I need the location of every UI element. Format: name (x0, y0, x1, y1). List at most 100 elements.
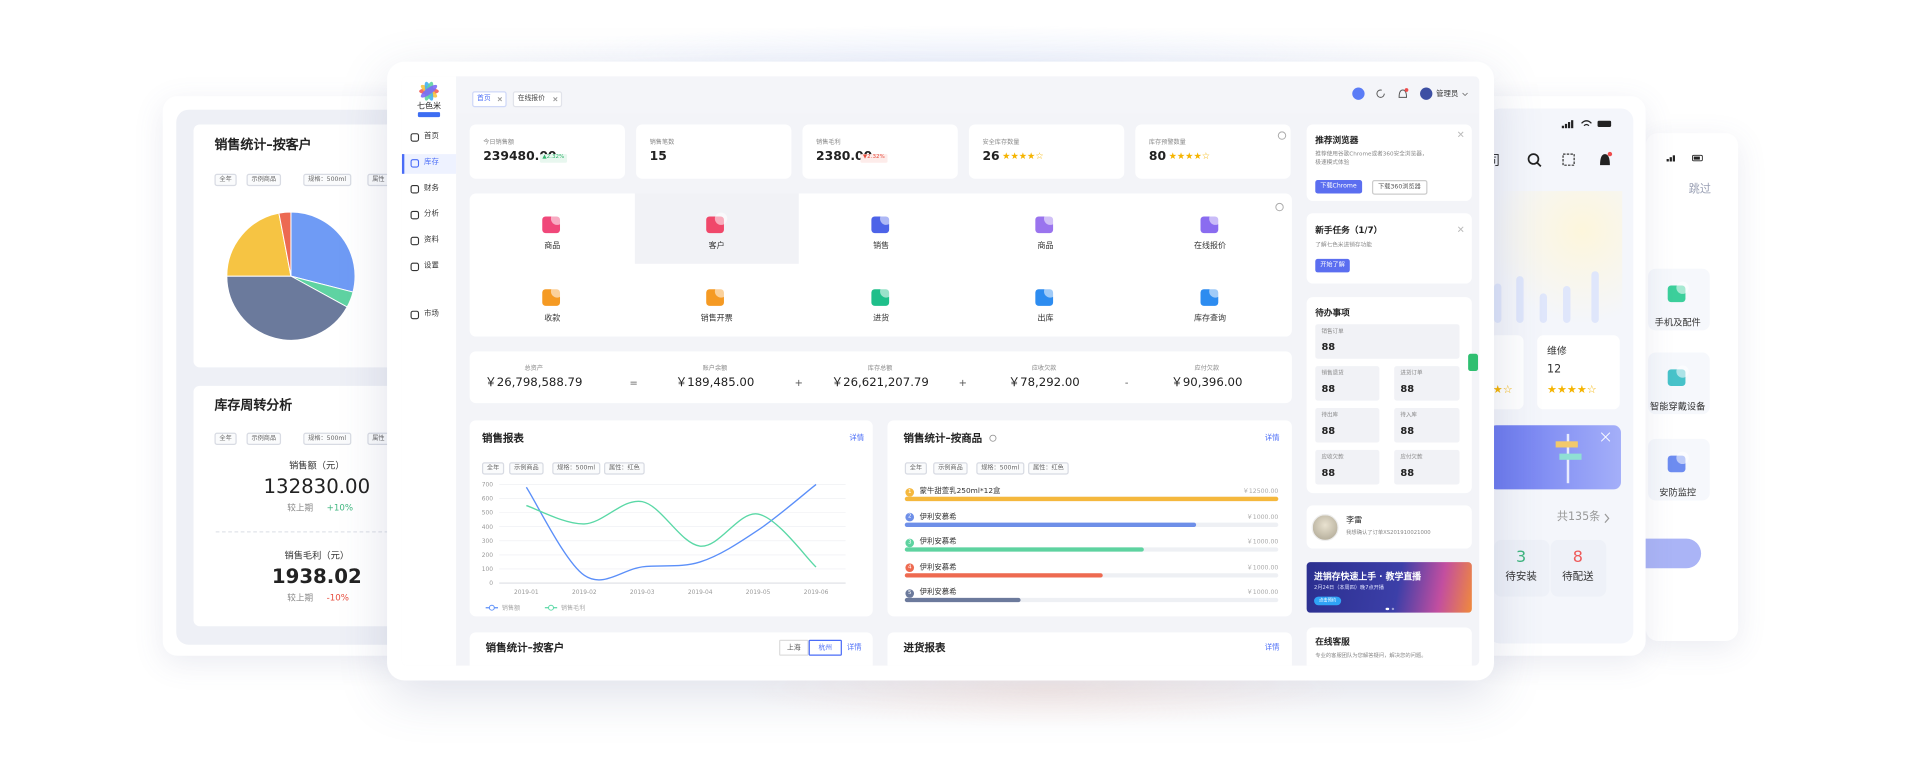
todo-cell[interactable] (1315, 366, 1380, 401)
sidebar-item[interactable]: 分析 (424, 209, 439, 219)
product-name: 伊利安慕希 (919, 512, 957, 521)
stat-card: 库存预警数量 80 ★★★★☆ (1135, 124, 1291, 179)
side-tag[interactable] (1468, 353, 1478, 372)
detail-link[interactable]: 详情 (1264, 643, 1280, 653)
shortcut-label[interactable]: 销售 (873, 240, 890, 251)
metric-compare: 较上期 (287, 502, 314, 513)
carousel-dot (1391, 607, 1395, 611)
detail-link[interactable]: 详情 (849, 433, 865, 443)
x-tick-label: 2019-05 (746, 590, 771, 596)
shortcut-label[interactable]: 商品 (544, 240, 561, 251)
secondary-button[interactable]: 下载360浏览器 (1371, 179, 1427, 195)
product-amount: ￥1000.00 (1246, 589, 1279, 598)
deco-bar (1516, 276, 1524, 323)
message-panel: 李雷 我想确认了订单XS201910021000 (1306, 505, 1472, 549)
status-icons (1561, 120, 1612, 129)
balance-panel: 总资产 ￥26,798,588.79 账户余额 ￥189,485.00 库存总额 ￥26,… (469, 351, 1292, 404)
tab[interactable] (472, 91, 507, 108)
live-banner[interactable]: 进销存快速上手 · 教学直播 2月24日（本周四）晚7点开播 点击预约 (1306, 562, 1472, 613)
signal-bar (1672, 155, 1675, 162)
icon-accent (1044, 285, 1057, 298)
line-series (526, 500, 817, 568)
sidebar-icon-glyph (410, 210, 420, 219)
task-count: 3 (1516, 548, 1527, 568)
todo-cell[interactable] (1394, 366, 1460, 401)
stat-label: 销售笔数 (649, 139, 675, 147)
progress-bar (904, 598, 1021, 603)
shortcut-label[interactable]: 销售开票 (700, 313, 733, 323)
icon (1200, 285, 1222, 306)
shortcut-label[interactable]: 进货 (873, 313, 890, 323)
balance-operator: = (629, 377, 638, 389)
settings-icon (1275, 202, 1284, 212)
balance-label: 账户余额 (702, 364, 728, 373)
logo-badge (417, 112, 441, 118)
qr-icon (1562, 153, 1575, 166)
panel-desc: 专业的客服团队为您解答疑问，解决您的问题。 (1315, 653, 1427, 660)
wifi (1581, 120, 1592, 127)
sidebar-item[interactable]: 资料 (424, 235, 439, 245)
stat-stars: ★★★★☆ (1168, 150, 1211, 162)
chevron-glyph (1604, 513, 1610, 524)
banner-button[interactable]: 点击预约 (1314, 596, 1342, 605)
icon-accent (715, 212, 728, 225)
todo-cell[interactable] (1315, 324, 1460, 359)
todo-label: 销售退货 (1321, 371, 1344, 378)
todo-value: 88 (1400, 383, 1415, 395)
shortcut-label[interactable]: 在线报价 (1193, 240, 1227, 251)
icon-accent (1208, 285, 1222, 298)
icon-accent (879, 212, 893, 225)
skip-button[interactable]: 跳过 (1688, 183, 1711, 196)
todo-cell[interactable] (1394, 408, 1460, 443)
sidebar-icon (410, 236, 420, 245)
stat-card: 今日销售额 239480.00 ▲2.32% (469, 124, 625, 179)
todo-cell[interactable] (1315, 449, 1380, 485)
main-window: 七色米 首页 库存 财务 分析 资料 设置 市场 首页 在线报价 管理员 今日销售额 239480.00… (387, 61, 1495, 681)
line-series (525, 483, 817, 581)
app: 七色米 首页 库存 财务 分析 资料 设置 市场 首页 在线报价 管理员 今日销售额 239480.00… (401, 76, 1480, 666)
rank-badge: 4 (905, 563, 915, 573)
sidebar-item[interactable]: 库存 (424, 157, 439, 167)
shortcut-label[interactable]: 收款 (544, 313, 561, 323)
user-name[interactable]: 管理员 (1436, 89, 1459, 99)
sidebar-icon-glyph (410, 262, 420, 271)
sidebar-item[interactable]: 市场 (424, 309, 439, 319)
todo-cell[interactable] (1315, 408, 1380, 443)
filter-tag: 全年 (214, 173, 237, 187)
close-icon (1457, 131, 1464, 138)
shortcut-label[interactable]: 库存查询 (1193, 313, 1227, 323)
info-icon (989, 434, 997, 442)
tab[interactable] (512, 91, 563, 108)
region-tab[interactable]: 杭州 (808, 639, 842, 656)
todo-cell[interactable] (1394, 449, 1460, 485)
detail-link[interactable]: 详情 (1264, 433, 1280, 443)
tab-label[interactable]: 首页 (477, 94, 491, 103)
primary-button[interactable]: 下载Chrome (1315, 179, 1362, 194)
tab-label[interactable]: 在线报价 (517, 94, 545, 103)
stat-card: 销售毛利 2380.00 ▼2.32% (802, 124, 958, 179)
panel-title: 推荐浏览器 (1315, 135, 1359, 146)
sidebar-item[interactable]: 首页 (424, 131, 439, 141)
metric-change: +10% (326, 502, 354, 513)
shortcut-label[interactable]: 出库 (1037, 313, 1054, 323)
shortcut-label[interactable]: 客户 (708, 240, 725, 251)
region-tab[interactable]: 上海 (779, 639, 809, 656)
panel-desc: 了解七色米进销存功能 (1315, 242, 1372, 250)
shortcut-label[interactable]: 商品 (1037, 240, 1054, 251)
product-name: 伊利安慕希 (919, 563, 957, 572)
metric-value: 132830.00 (263, 474, 371, 499)
logo-petal (420, 84, 438, 98)
balance-value: ￥26,798,588.79 (485, 375, 583, 390)
filter-tag: 全年 (481, 462, 505, 475)
icon-accent (879, 285, 893, 298)
detail-link[interactable]: 详情 (846, 643, 862, 653)
sidebar-item[interactable]: 财务 (424, 183, 439, 193)
stat-label: 维修 (1547, 345, 1567, 357)
battery (1692, 154, 1703, 162)
metric-change: -10% (326, 592, 349, 603)
deco-bar (1494, 283, 1502, 323)
primary-button[interactable]: 开始了解 (1315, 258, 1350, 273)
sidebar-item[interactable]: 设置 (424, 261, 439, 270)
list-count: 共135条 (1556, 511, 1601, 524)
